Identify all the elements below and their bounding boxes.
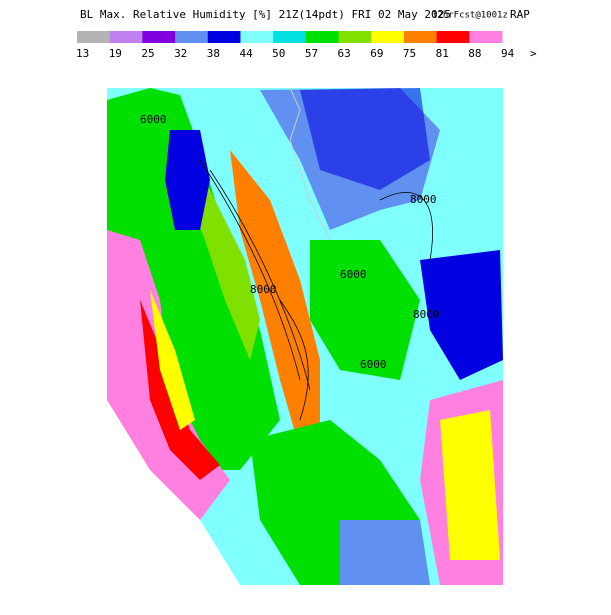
color-legend: 13 19 25 32 38 44 50 57 63 69 75 81 88 94 > [76,31,537,60]
region [310,240,420,380]
forecast: 12hrFcst@1001z [432,11,508,21]
map: 6000 8000 6000 8000 8000 6000 [107,87,503,585]
legend-swatch [77,31,111,43]
legend-swatch [436,31,470,43]
legend-swatch [403,31,438,43]
contour-label: 8000 [413,308,440,321]
legend-swatch [240,31,274,43]
legend-swatch [273,31,307,43]
region [165,130,210,230]
region [440,410,500,560]
legend-label: 19 [109,47,122,60]
contour [199,159,433,421]
legend-label: 75 [403,47,416,60]
legend-swatch [175,31,209,43]
region [300,88,430,190]
contour-label: 8000 [410,193,437,206]
legend-swatch [305,31,340,43]
region [150,290,195,430]
legend-swatch [371,31,405,43]
legend-label: 63 [338,47,351,60]
legend-label: 57 [305,47,318,60]
legend-label: 94 [501,47,515,60]
region [340,520,430,585]
ocean [107,400,240,585]
region [140,300,220,480]
legend-label: 81 [436,47,449,60]
contour-label: 8000 [250,283,277,296]
title: BL Max. Relative Humidity [%] 21Z(14pdt)… [80,8,451,21]
legend-swatch [109,31,143,43]
legend-label: 38 [207,47,220,60]
legend-more: > [530,47,537,60]
legend-label: 88 [468,47,481,60]
model: RAP [510,8,530,21]
legend-label: 44 [239,47,253,60]
region [107,88,280,470]
contour-label: 6000 [340,268,367,281]
legend-label: 13 [76,47,89,60]
legend-swatch [142,31,176,43]
border [289,87,331,241]
legend-swatch [207,31,241,43]
legend-label: 69 [370,47,383,60]
legend-swatch [469,31,503,43]
legend-label: 50 [272,47,285,60]
legend-swatch [338,31,372,43]
contour-label: 6000 [140,113,167,126]
region [230,150,320,450]
contour-label: 6000 [360,358,387,371]
legend-label: 32 [174,47,187,60]
legend-label: 25 [141,47,154,60]
region [420,250,503,380]
